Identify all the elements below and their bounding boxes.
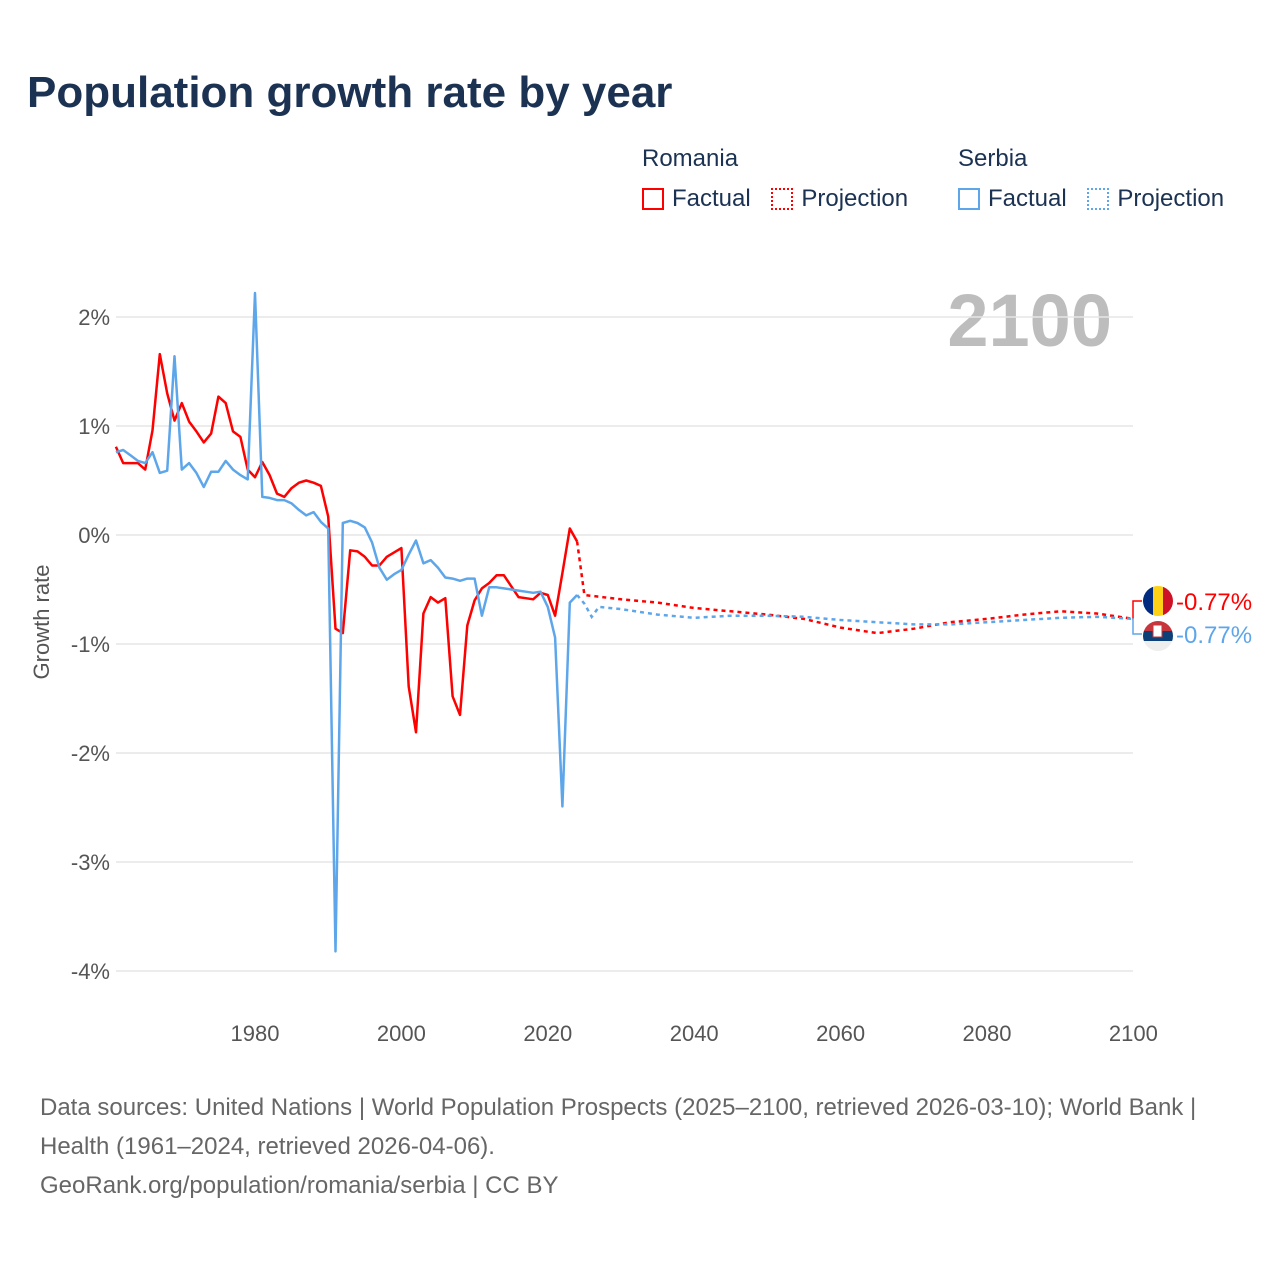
romania-end-value: -0.77% (1176, 589, 1252, 616)
x-tick-label: 2040 (670, 1021, 719, 1046)
y-tick-label: 2% (78, 305, 110, 330)
legend-swatch-solid (642, 188, 664, 210)
serbia-end-value: -0.77% (1176, 622, 1252, 649)
y-tick-label: 1% (78, 414, 110, 439)
legend-serbia-projection[interactable]: Projection (1087, 185, 1224, 213)
legend-serbia: Serbia Factual Projection (958, 145, 1238, 217)
y-tick-label: -1% (71, 632, 110, 657)
romania-flag-icon (1143, 586, 1173, 616)
current-year-label: 2100 (947, 279, 1112, 362)
legend-romania-name: Romania (642, 145, 739, 172)
y-tick-label: -4% (71, 959, 110, 984)
serbia-connector (1132, 618, 1142, 635)
legend-romania-factual[interactable]: Factual (642, 185, 751, 213)
y-tick-label: 0% (78, 523, 110, 548)
legend-label: Projection (801, 185, 909, 212)
x-tick-label: 2000 (377, 1021, 426, 1046)
romania-connector (1132, 600, 1142, 620)
y-tick-label: -2% (71, 741, 110, 766)
legend-label: Projection (1117, 185, 1225, 212)
romania-factual-line (114, 352, 579, 734)
data-sources-text: Data sources: United Nations | World Pop… (40, 1094, 1197, 1160)
serbia-factual-line (115, 291, 579, 953)
legend-label: Factual (672, 185, 751, 212)
legend-swatch-dotted (1087, 188, 1110, 210)
legend-romania-projection[interactable]: Projection (771, 185, 908, 213)
chart-title: Population growth rate by year (27, 68, 673, 117)
legend-serbia-factual[interactable]: Factual (958, 185, 1067, 213)
legend-romania: Romania Factual Projection (642, 145, 922, 217)
x-tick-label: 2100 (1109, 1021, 1158, 1046)
y-tick-label: -3% (71, 850, 110, 875)
legend-swatch-solid (958, 188, 980, 210)
x-tick-label: 1980 (231, 1021, 280, 1046)
legend-swatch-dotted (771, 188, 794, 210)
legend-serbia-name: Serbia (958, 145, 1028, 172)
serbia-coat-of-arms-icon (1152, 624, 1163, 638)
x-tick-label: 2060 (816, 1021, 865, 1046)
serbia-projection-line (576, 594, 1134, 626)
credit-link[interactable]: GeoRank.org/population/romania/serbia | … (40, 1172, 559, 1199)
footer: Data sources: United Nations | World Pop… (40, 1088, 1230, 1205)
romania-projection-line (575, 541, 1134, 635)
legend-label: Factual (988, 185, 1067, 212)
x-tick-label: 2080 (963, 1021, 1012, 1046)
x-tick-label: 2020 (523, 1021, 572, 1046)
